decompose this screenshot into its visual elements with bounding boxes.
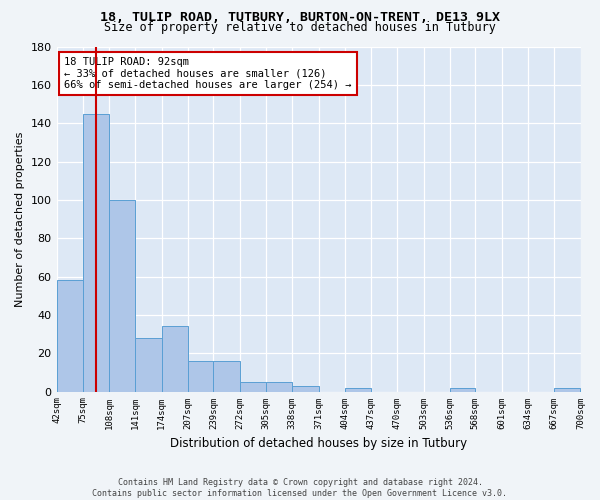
Bar	[109, 200, 136, 392]
Bar	[214, 361, 239, 392]
Y-axis label: Number of detached properties: Number of detached properties	[15, 132, 25, 306]
Bar	[161, 326, 188, 392]
X-axis label: Distribution of detached houses by size in Tutbury: Distribution of detached houses by size …	[170, 437, 467, 450]
Bar	[56, 280, 83, 392]
Bar	[239, 382, 266, 392]
Bar	[136, 338, 161, 392]
Bar	[450, 388, 475, 392]
Text: 18, TULIP ROAD, TUTBURY, BURTON-ON-TRENT, DE13 9LX: 18, TULIP ROAD, TUTBURY, BURTON-ON-TRENT…	[100, 11, 500, 24]
Bar	[345, 388, 371, 392]
Text: 18 TULIP ROAD: 92sqm
← 33% of detached houses are smaller (126)
66% of semi-deta: 18 TULIP ROAD: 92sqm ← 33% of detached h…	[64, 57, 352, 90]
Bar	[188, 361, 214, 392]
Bar	[554, 388, 580, 392]
Text: Size of property relative to detached houses in Tutbury: Size of property relative to detached ho…	[104, 22, 496, 35]
Bar	[292, 386, 319, 392]
Bar	[266, 382, 292, 392]
Text: Contains HM Land Registry data © Crown copyright and database right 2024.
Contai: Contains HM Land Registry data © Crown c…	[92, 478, 508, 498]
Bar	[83, 114, 109, 392]
